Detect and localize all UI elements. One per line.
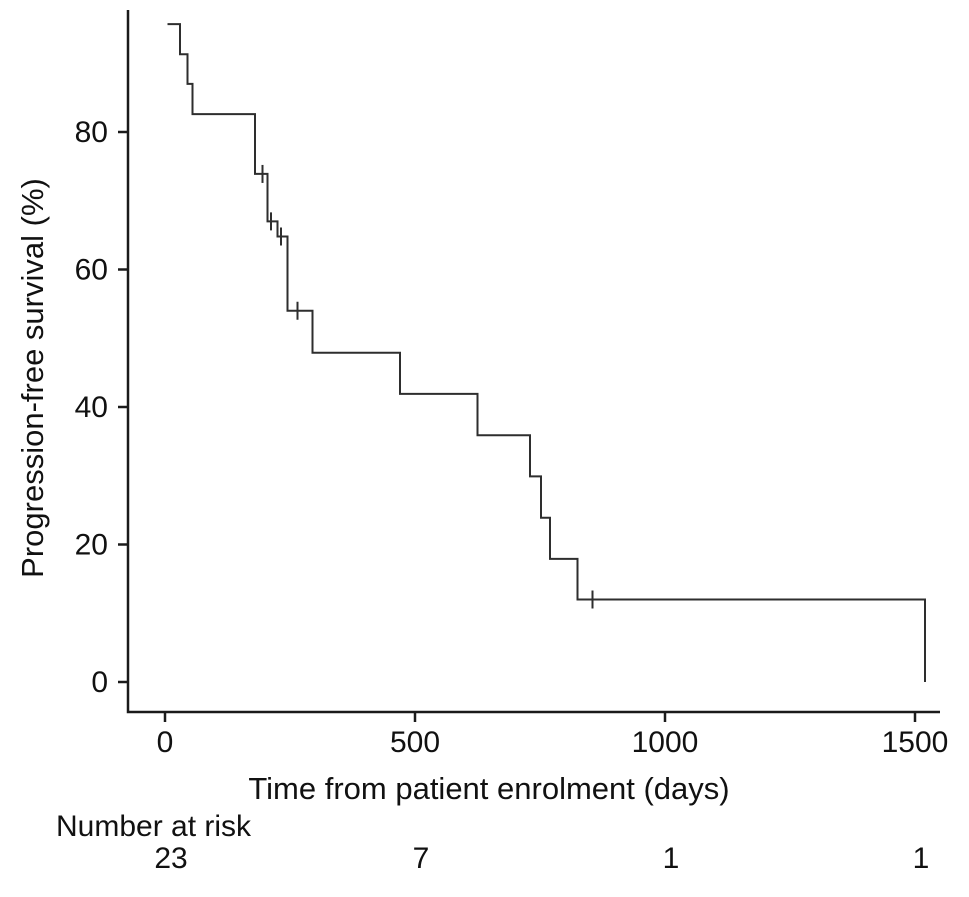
survival-curve xyxy=(167,23,926,682)
y-tick-label: 20 xyxy=(75,529,108,562)
number-at-risk-label: Number at risk xyxy=(56,810,252,843)
y-tick-label: 80 xyxy=(75,116,108,149)
risk-count: 1 xyxy=(913,842,930,875)
x-tick-label: 500 xyxy=(390,726,440,759)
y-tick-label: 40 xyxy=(75,391,108,424)
y-tick-label: 60 xyxy=(75,254,108,287)
risk-count: 7 xyxy=(413,842,430,875)
x-tick-label: 0 xyxy=(157,726,174,759)
y-tick-label: 0 xyxy=(91,666,108,699)
x-tick-label: 1500 xyxy=(882,726,949,759)
y-axis-title: Progression-free survival (%) xyxy=(15,178,50,578)
risk-count: 23 xyxy=(154,842,187,875)
risk-count: 1 xyxy=(663,842,680,875)
x-tick-label: 1000 xyxy=(632,726,699,759)
axes-spines xyxy=(126,10,940,714)
x-axis-title: Time from patient enrolment (days) xyxy=(248,771,730,806)
